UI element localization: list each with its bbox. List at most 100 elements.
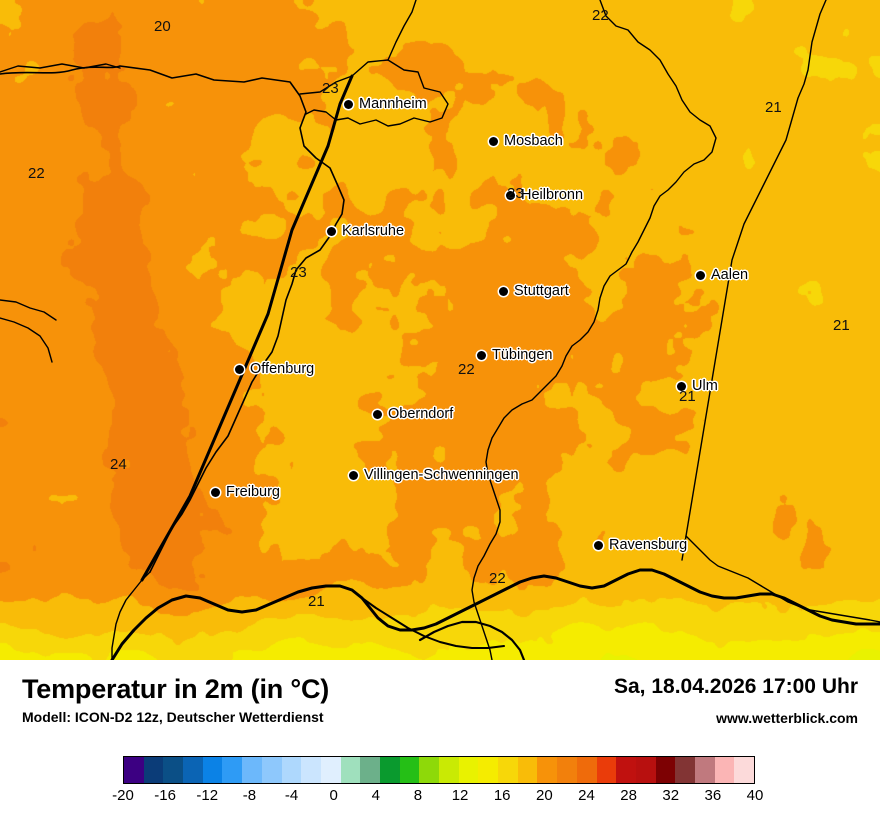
- colorbar-tick: 16: [493, 787, 511, 804]
- city-label: Aalen: [711, 267, 749, 283]
- colorbar-tick: 0: [329, 787, 338, 804]
- colorbar-tick: 32: [662, 787, 680, 804]
- city-marker[interactable]: Ravensburg: [594, 537, 687, 553]
- map-borders-overlay: [0, 0, 880, 660]
- colorbar-swatch: [419, 757, 439, 783]
- colorbar-tick: 36: [704, 787, 722, 804]
- city-marker[interactable]: Tübingen: [477, 347, 552, 363]
- temperature-map[interactable]: Mannheim Mosbach Heilbronn Karlsruhe Stuttga…: [0, 0, 880, 660]
- city-dot-icon: [506, 190, 515, 200]
- city-marker[interactable]: Oberndorf: [373, 406, 453, 422]
- city-marker[interactable]: Aalen: [696, 267, 748, 283]
- city-dot-icon: [235, 364, 244, 374]
- colorbar-swatch: [202, 757, 223, 783]
- temperature-raster: [0, 0, 880, 660]
- colorbar-swatch: [143, 757, 164, 783]
- colorbar-swatch: [222, 757, 243, 783]
- city-dot-icon: [677, 381, 686, 391]
- city-marker[interactable]: Karlsruhe: [327, 223, 404, 239]
- colorbar-swatch: [734, 757, 754, 783]
- colorbar-swatch: [183, 757, 203, 783]
- city-marker[interactable]: Ulm: [677, 378, 718, 394]
- colorbar-swatch: [616, 757, 636, 783]
- colorbar-swatch: [301, 757, 321, 783]
- city-label: Ravensburg: [609, 537, 688, 553]
- isoline-value-label: 21: [679, 388, 696, 405]
- border-france-rhine: [111, 571, 151, 660]
- colorbar-gradient: [123, 756, 755, 784]
- colorbar-tick: 24: [578, 787, 595, 804]
- isoline-value-label: 21: [833, 317, 850, 334]
- colorbar-swatch: [694, 757, 715, 783]
- map-footer: Temperatur in 2m (in °C) Modell: ICON-D2…: [0, 660, 880, 830]
- city-marker[interactable]: Offenburg: [235, 361, 314, 377]
- colorbar-tick: 28: [620, 787, 637, 804]
- city-dot-icon: [373, 409, 382, 419]
- colorbar-swatch: [399, 757, 420, 783]
- city-marker[interactable]: Mosbach: [489, 133, 563, 149]
- colorbar-swatch: [498, 757, 518, 783]
- city-label: Mannheim: [359, 96, 427, 112]
- colorbar-tick: -16: [154, 787, 176, 804]
- colorbar-tick: 20: [535, 787, 553, 804]
- city-dot-icon: [594, 540, 603, 550]
- colorbar-swatch: [557, 757, 577, 783]
- border-national-south: [110, 568, 880, 660]
- colorbar-swatch: [261, 757, 282, 783]
- colorbar-swatch: [379, 757, 400, 783]
- colorbar-swatch: [596, 757, 617, 783]
- colorbar-swatch: [655, 757, 676, 783]
- city-dot-icon: [477, 350, 486, 360]
- colorbar-tick: 4: [371, 787, 380, 804]
- city-dot-icon: [489, 136, 498, 146]
- model-subtitle: Modell: ICON-D2 12z, Deutscher Wetterdie…: [22, 709, 324, 725]
- page-title: Temperatur in 2m (in °C): [22, 674, 330, 704]
- isoline-value-label: 22: [28, 165, 45, 182]
- colorbar-tick: -8: [242, 787, 257, 804]
- colorbar-swatch: [320, 757, 341, 783]
- colorbar-swatch: [242, 757, 262, 783]
- border-east-bavaria: [681, 0, 827, 561]
- colorbar-swatch: [517, 757, 538, 783]
- city-dot-icon: [211, 487, 220, 497]
- isoline-value-label: 20: [154, 18, 171, 35]
- website-label: www.wetterblick.com: [716, 710, 858, 726]
- isoline-value-label: 22: [489, 570, 506, 587]
- city-label: Oberndorf: [388, 406, 454, 422]
- colorbar-tick: 8: [413, 787, 423, 804]
- city-label: Heilbronn: [521, 187, 584, 203]
- city-marker[interactable]: Mannheim: [344, 96, 427, 112]
- city-marker[interactable]: Freiburg: [211, 484, 280, 500]
- colorbar-swatch: [675, 757, 695, 783]
- colorbar-swatch: [439, 757, 459, 783]
- city-marker[interactable]: Heilbronn: [506, 187, 583, 203]
- colorbar-tick: -4: [284, 787, 299, 804]
- isoline-value-label: 24: [110, 456, 127, 473]
- colorbar-swatch: [340, 757, 361, 783]
- border-north-hessen: [387, 0, 417, 61]
- city-marker[interactable]: Villingen-Schwenningen: [349, 467, 519, 483]
- isoline-value-label: 23: [507, 185, 524, 202]
- colorbar-tick-labels: -20 -16 -12 -8 -4 0 4 8 12 16 20 24 28 32 36 40: [0, 787, 880, 809]
- border-lake-line: [361, 597, 505, 649]
- city-dot-icon: [344, 99, 353, 109]
- border-swiss-west: [0, 299, 57, 321]
- colorbar-swatch: [281, 757, 302, 783]
- border-bw-bayern: [471, 0, 717, 660]
- colorbar-tick: -20: [112, 787, 134, 804]
- border-swiss-interior-1: [0, 317, 53, 363]
- city-label: Offenburg: [250, 361, 315, 377]
- isoline-value-label: 22: [458, 361, 475, 378]
- border-bw-northwest-inner: [0, 63, 121, 73]
- city-dot-icon: [696, 270, 705, 280]
- colorbar-tick: 40: [746, 787, 764, 804]
- colorbar-tick: -12: [196, 787, 219, 804]
- city-marker[interactable]: Stuttgart: [499, 283, 569, 299]
- city-label: Freiburg: [226, 484, 280, 500]
- colorbar-legend: -20 -16 -12 -8 -4 0 4 8 12 16 20 24 28 32 36 40: [0, 756, 880, 826]
- colorbar-swatch: [478, 757, 499, 783]
- forecast-datetime: Sa, 18.04.2026 17:00 Uhr: [613, 675, 858, 698]
- colorbar-swatch: [163, 757, 184, 783]
- isoline-value-label: 23: [290, 264, 307, 281]
